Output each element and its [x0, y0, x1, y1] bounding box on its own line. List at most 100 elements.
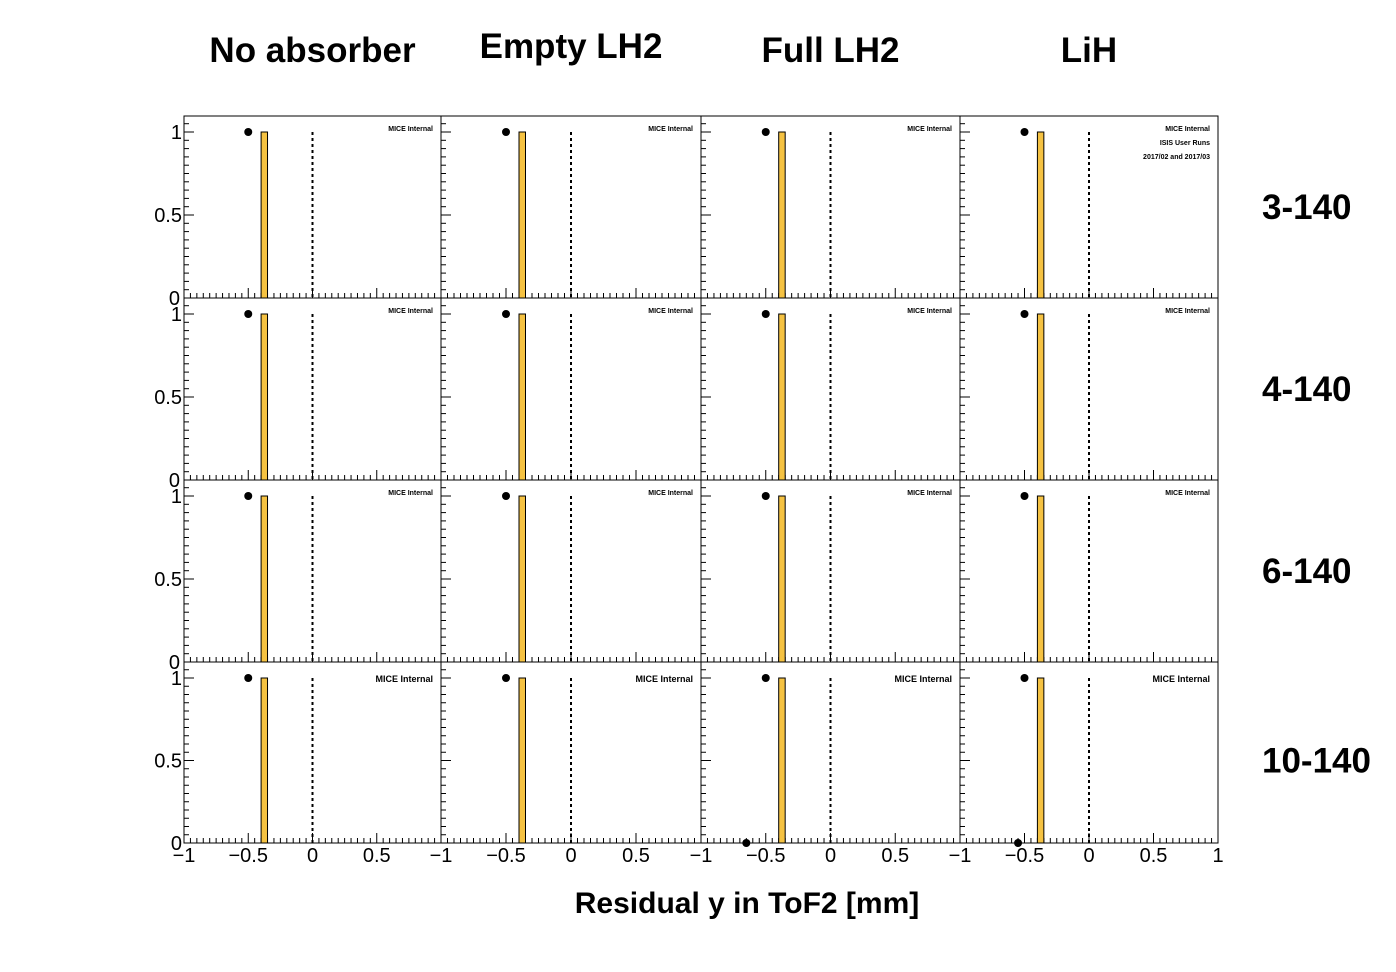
data-point — [1020, 128, 1029, 136]
panel: MICE Internal — [700, 661, 961, 847]
row-labels: 3-140 4-140 6-140 10-140 — [1262, 188, 1371, 781]
watermark-label: MICE Internal — [388, 490, 433, 497]
x-tick-label: −0.5 — [1005, 845, 1044, 867]
x-tick-label: 0.5 — [622, 845, 650, 867]
histogram-bar — [1036, 495, 1045, 663]
y-tick-label: 1 — [171, 486, 182, 508]
histogram-bar — [518, 313, 526, 481]
data-point — [742, 839, 751, 847]
histogram-bar — [1036, 313, 1045, 481]
x-tick-label: 0 — [825, 845, 836, 867]
column-titles: No absorber Empty LH2 Full LH2 LiH — [209, 27, 1117, 70]
x-tick-label: −1 — [173, 845, 196, 867]
histogram-bar — [518, 495, 526, 663]
watermark-label: MICE Internal — [375, 674, 433, 684]
watermark-label: MICE Internal — [635, 674, 693, 684]
panel: MICE Internal 0 0.5 1 — [154, 297, 442, 492]
panel: MICE Internal — [440, 661, 702, 844]
x-axis-label: Residual y in ToF2 [mm] — [575, 887, 920, 920]
data-point — [502, 674, 510, 682]
x-tick-label: 0.5 — [363, 845, 391, 867]
histogram-bar — [1036, 677, 1045, 844]
watermark-label: MICE Internal — [907, 126, 952, 133]
panel: MICE Internal 0 0.5 1 — [154, 115, 442, 310]
histogram-bar — [260, 131, 269, 299]
runs-label: ISIS User Runs — [1160, 140, 1210, 147]
row-label: 6-140 — [1262, 552, 1352, 591]
y-tick-label: 0 — [169, 652, 180, 674]
watermark-label: MICE Internal — [907, 308, 952, 315]
x-tick-label: 0.5 — [1140, 845, 1168, 867]
panel: MICE Internal — [440, 115, 702, 299]
x-tick-label: −1 — [949, 845, 972, 867]
x-tick-label: 0.5 — [881, 845, 909, 867]
y-tick-label: 0 — [171, 833, 182, 855]
watermark-label: MICE Internal — [1165, 490, 1210, 497]
panel: MICE Internal — [440, 297, 702, 481]
histogram-bar — [778, 495, 786, 663]
x-tick-labels: −1 −0.5 0 0.5 −1 −0.5 0 0.5 −1 −0.5 0 0.5 −1 −0.5 0 0.5… — [173, 845, 1224, 867]
y-tick-label: 0 — [169, 470, 180, 492]
row-label: 10-140 — [1262, 742, 1371, 781]
y-tick-label: 1 — [171, 304, 182, 326]
x-tick-label: 1 — [1212, 845, 1223, 867]
panel: MICE Internal — [959, 479, 1219, 663]
histogram-bar — [778, 677, 786, 844]
data-point — [1020, 674, 1029, 682]
x-tick-label: 0 — [307, 845, 318, 867]
data-point — [244, 492, 253, 500]
panel: MICE Internal — [959, 661, 1219, 847]
data-point — [1020, 310, 1029, 318]
watermark-label: MICE Internal — [1165, 126, 1210, 133]
watermark-label: MICE Internal — [388, 308, 433, 315]
x-tick-label: −0.5 — [746, 845, 785, 867]
runs-label: 2017/02 and 2017/03 — [1143, 154, 1210, 161]
x-tick-label: −0.5 — [486, 845, 525, 867]
data-point — [761, 492, 770, 500]
panel: MICE Internal ISIS User Runs 2017/02 and 2… — [959, 115, 1219, 299]
row-label: 4-140 — [1262, 370, 1352, 409]
histogram-bar — [260, 677, 269, 844]
data-point — [761, 310, 770, 318]
x-tick-label: 0 — [565, 845, 576, 867]
watermark-label: MICE Internal — [1152, 674, 1210, 684]
watermark-label: MICE Internal — [648, 308, 693, 315]
column-title: LiH — [1061, 31, 1117, 70]
column-title: Full LH2 — [761, 31, 899, 70]
y-tick-label: 0.5 — [154, 205, 182, 227]
panel: MICE Internal 0 0.5 1 — [154, 479, 442, 674]
watermark-label: MICE Internal — [388, 126, 433, 133]
watermark-label: MICE Internal — [1165, 308, 1210, 315]
y-tick-label: 0.5 — [154, 569, 182, 591]
column-title: Empty LH2 — [480, 27, 663, 66]
column-title: No absorber — [209, 31, 416, 70]
data-point — [244, 674, 253, 682]
watermark-label: MICE Internal — [648, 126, 693, 133]
watermark-label: MICE Internal — [907, 490, 952, 497]
panel: MICE Internal — [959, 297, 1219, 481]
watermark-label: MICE Internal — [894, 674, 952, 684]
histogram-bar — [518, 131, 526, 299]
data-point — [502, 128, 510, 136]
y-tick-label: 1 — [171, 122, 182, 144]
histogram-bar — [518, 677, 526, 844]
panel: MICE Internal — [440, 479, 702, 663]
x-tick-label: −1 — [690, 845, 713, 867]
panel: MICE Internal — [700, 479, 961, 663]
row-label: 3-140 — [1262, 188, 1352, 227]
watermark-label: MICE Internal — [648, 490, 693, 497]
histogram-bar — [260, 495, 269, 663]
x-tick-label: −0.5 — [229, 845, 268, 867]
data-point — [1014, 839, 1023, 847]
x-tick-label: −1 — [430, 845, 453, 867]
panel: MICE Internal 0 0.5 1 — [154, 661, 442, 855]
histogram-bar — [778, 131, 786, 299]
y-tick-label: 0 — [169, 288, 180, 310]
data-point — [502, 492, 510, 500]
data-point — [1020, 492, 1029, 500]
y-tick-label: 0.5 — [154, 387, 182, 409]
histogram-bar — [260, 313, 269, 481]
x-tick-label: 0 — [1083, 845, 1094, 867]
